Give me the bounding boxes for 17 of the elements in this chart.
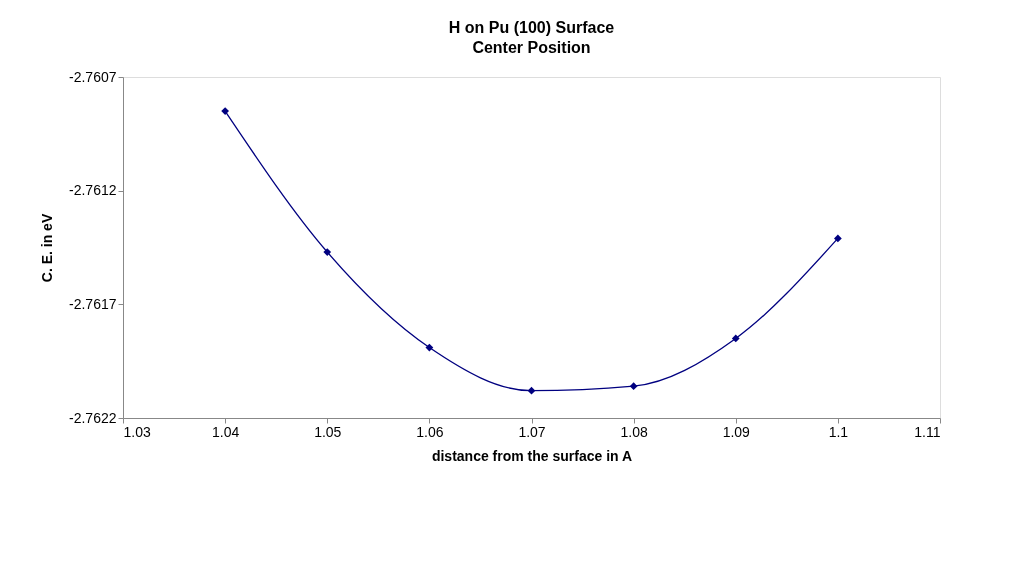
x-tick-label: 1.03 (123, 423, 151, 440)
y-tick-label: -2.7622 (69, 409, 117, 426)
y-tick-label: -2.7612 (69, 182, 117, 199)
x-tick-label: 1.07 (518, 423, 546, 440)
y-tick-label: -2.7617 (69, 295, 117, 312)
chart-subtitle: Center Position (472, 39, 591, 56)
x-tick-label: 1.05 (314, 423, 342, 440)
chart-title: H on Pu (100) Surface (448, 19, 615, 36)
x-tick-label: 1.04 (212, 423, 240, 440)
x-tick-label: 1.06 (416, 423, 444, 440)
y-tick-label: -2.7607 (69, 68, 117, 85)
x-tick-label: 1.11 (914, 423, 941, 440)
x-axis-title: distance from the surface in A (431, 447, 633, 464)
x-tick-label: 1.1 (828, 423, 849, 440)
y-axis-title: C. E. in eV (39, 213, 56, 283)
x-tick-label: 1.09 (722, 423, 751, 440)
x-tick-label: 1.08 (620, 423, 648, 440)
